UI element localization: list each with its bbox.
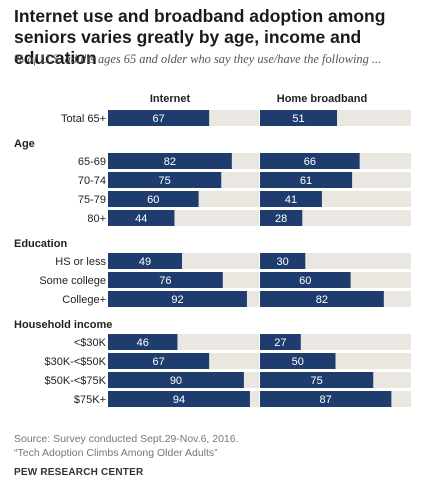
bar-value-label: 75 [159, 175, 171, 187]
category-label: Total 65+ [61, 113, 106, 125]
category-label: HS or less [55, 256, 106, 268]
bar-value-label: 49 [139, 256, 151, 268]
bar-internet [108, 210, 175, 226]
bar-internet [108, 110, 210, 126]
bar-internet [108, 272, 223, 288]
bar-value-label: 87 [320, 394, 332, 406]
group-heading: Household income [14, 319, 112, 331]
bar-broadband [260, 210, 303, 226]
category-label: 80+ [87, 213, 106, 225]
bar-broadband [260, 153, 360, 169]
bar-value-label: 82 [316, 294, 328, 306]
organization-name: PEW RESEARCH CENTER [14, 467, 144, 478]
series-header-1: Internet [150, 93, 191, 105]
bar-internet [108, 153, 232, 169]
bar-internet [108, 172, 222, 188]
chart-title: Internet use and broadband adoption amon… [14, 6, 386, 68]
bar-value-label: 60 [147, 194, 159, 206]
bar-internet [108, 191, 199, 207]
bar-value-label: 82 [164, 156, 176, 168]
bar-broadband [260, 372, 374, 388]
bar-broadband [260, 172, 353, 188]
bar-value-label: 67 [152, 113, 164, 125]
bar-internet [108, 291, 247, 307]
bar-value-label: 51 [292, 113, 304, 125]
bar-internet [108, 334, 178, 350]
bar-value-label: 75 [311, 375, 323, 387]
series-header-2: Home broadband [277, 93, 367, 105]
bar-internet [108, 391, 250, 407]
bar-value-label: 50 [292, 356, 304, 368]
bar-value-label: 46 [137, 337, 149, 349]
bar-broadband [260, 291, 384, 307]
bar-internet [108, 253, 182, 269]
category-label: Some college [39, 275, 106, 287]
bar-broadband [260, 272, 351, 288]
category-label: $30K-<$50K [45, 356, 107, 368]
category-label: $50K-<$75K [45, 375, 107, 387]
bar-value-label: 30 [277, 256, 289, 268]
source-note: Source: Survey conducted Sept.29-Nov.6, … [14, 433, 239, 445]
bar-value-label: 67 [152, 356, 164, 368]
bar-internet [108, 372, 244, 388]
group-heading: Age [14, 138, 35, 150]
bar-value-label: 28 [275, 213, 287, 225]
bar-value-label: 76 [159, 275, 171, 287]
category-label: 75-79 [78, 194, 106, 206]
chart-subtitle: % of U.S. adults ages 65 and older who s… [14, 52, 382, 66]
bar-broadband [260, 253, 306, 269]
category-label: 65-69 [78, 156, 106, 168]
bar-broadband [260, 353, 336, 369]
bar-value-label: 41 [285, 194, 297, 206]
bar-broadband [260, 334, 301, 350]
bar-value-label: 27 [274, 337, 286, 349]
bar-value-label: 44 [135, 213, 147, 225]
category-label: College+ [62, 294, 106, 306]
bar-broadband [260, 110, 338, 126]
bar-value-label: 90 [170, 375, 182, 387]
category-label: 70-74 [78, 175, 106, 187]
group-heading: Education [14, 238, 67, 250]
category-label: <$30K [74, 337, 107, 349]
bar-broadband [260, 191, 322, 207]
bar-value-label: 60 [299, 275, 311, 287]
bar-value-label: 94 [173, 394, 185, 406]
category-label: $75K+ [74, 394, 106, 406]
bar-value-label: 61 [300, 175, 312, 187]
bar-internet [108, 353, 210, 369]
bar-broadband [260, 391, 392, 407]
bar-value-label: 66 [304, 156, 316, 168]
report-title: “Tech Adoption Climbs Among Older Adults… [14, 447, 218, 459]
bar-value-label: 92 [171, 294, 183, 306]
